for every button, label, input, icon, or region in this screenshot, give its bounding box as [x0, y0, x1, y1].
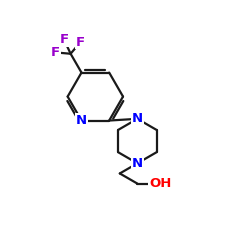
Text: OH: OH	[149, 177, 171, 190]
Text: N: N	[132, 112, 143, 125]
Text: N: N	[76, 114, 87, 127]
Text: F: F	[60, 33, 69, 46]
Text: F: F	[51, 46, 60, 59]
Text: N: N	[132, 157, 143, 170]
Text: F: F	[76, 36, 85, 49]
